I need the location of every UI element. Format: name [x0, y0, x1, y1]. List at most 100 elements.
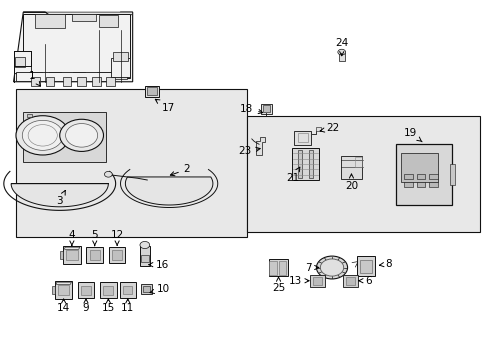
Text: 6: 6	[358, 276, 371, 286]
Bar	[263, 105, 269, 112]
Bar	[309, 275, 324, 287]
Bar	[354, 157, 362, 167]
Bar	[86, 247, 103, 263]
Text: 17: 17	[155, 99, 175, 113]
Bar	[141, 255, 148, 262]
Bar	[416, 174, 425, 179]
Bar	[343, 275, 357, 287]
Polygon shape	[23, 12, 132, 44]
Text: 19: 19	[403, 128, 421, 142]
Bar	[31, 77, 40, 86]
Bar	[45, 77, 54, 86]
Bar	[52, 286, 55, 294]
Bar	[144, 86, 159, 97]
Bar	[396, 144, 451, 205]
Circle shape	[16, 116, 69, 155]
Bar	[49, 72, 61, 78]
Bar	[77, 77, 86, 86]
Bar	[120, 282, 135, 298]
Bar	[261, 104, 271, 113]
Polygon shape	[11, 184, 108, 207]
Bar	[340, 156, 362, 179]
Text: 8: 8	[379, 259, 391, 269]
Bar	[312, 277, 321, 285]
Bar	[428, 181, 437, 187]
Circle shape	[65, 123, 98, 147]
Bar	[113, 52, 127, 61]
Bar	[109, 247, 125, 263]
Text: 3: 3	[56, 190, 65, 206]
Bar	[112, 251, 122, 260]
Bar	[63, 247, 81, 264]
Bar	[338, 53, 344, 61]
Bar	[297, 150, 301, 178]
Polygon shape	[14, 51, 30, 73]
Polygon shape	[14, 12, 132, 82]
Polygon shape	[125, 177, 212, 205]
Bar	[92, 77, 101, 86]
Polygon shape	[64, 247, 80, 249]
Bar	[428, 174, 437, 179]
Bar	[359, 260, 371, 273]
Bar	[78, 282, 94, 298]
Bar	[100, 282, 116, 298]
Bar	[401, 153, 437, 182]
Bar	[294, 131, 311, 145]
Bar	[90, 251, 100, 260]
Bar	[278, 261, 286, 275]
Bar	[62, 77, 71, 86]
Text: 15: 15	[102, 299, 115, 313]
Text: 20: 20	[344, 174, 357, 191]
Text: 7: 7	[305, 262, 318, 273]
Bar	[55, 282, 72, 298]
Bar	[106, 77, 115, 86]
Bar	[346, 277, 354, 285]
Text: 2: 2	[170, 164, 190, 176]
Text: 16: 16	[148, 260, 169, 270]
Text: 18: 18	[240, 104, 262, 114]
Bar	[111, 58, 130, 77]
Bar	[268, 259, 287, 276]
Bar	[29, 72, 41, 78]
Bar	[114, 72, 126, 78]
Bar	[72, 14, 96, 21]
Bar	[97, 72, 109, 78]
Bar	[58, 285, 69, 295]
Bar	[16, 89, 246, 237]
Text: 12: 12	[110, 230, 123, 246]
Bar	[123, 286, 132, 294]
Bar	[27, 114, 31, 117]
Bar	[403, 181, 412, 187]
Text: 13: 13	[288, 276, 308, 286]
Text: 11: 11	[121, 299, 134, 313]
Text: 23: 23	[238, 147, 260, 157]
Polygon shape	[56, 282, 71, 284]
Text: 10: 10	[150, 284, 170, 294]
Bar	[416, 181, 425, 187]
Text: 5: 5	[91, 230, 98, 246]
Text: 24: 24	[334, 38, 347, 56]
Bar	[35, 14, 64, 28]
Bar	[140, 246, 149, 266]
Bar	[142, 286, 149, 292]
Circle shape	[60, 119, 103, 152]
Polygon shape	[255, 137, 265, 155]
Circle shape	[320, 259, 343, 276]
Circle shape	[104, 171, 112, 177]
Bar	[308, 150, 312, 178]
Text: 14: 14	[57, 299, 70, 313]
Text: 22: 22	[320, 123, 339, 133]
Bar	[356, 256, 374, 275]
Circle shape	[22, 120, 63, 150]
Bar	[60, 251, 63, 259]
Bar	[291, 148, 318, 180]
Bar	[99, 15, 118, 27]
Circle shape	[337, 49, 345, 55]
Bar	[81, 285, 91, 294]
Text: 9: 9	[82, 299, 89, 313]
Bar	[246, 116, 479, 232]
Bar	[141, 284, 151, 294]
Bar	[73, 72, 85, 78]
Bar	[103, 285, 113, 294]
Text: 4: 4	[68, 230, 75, 246]
